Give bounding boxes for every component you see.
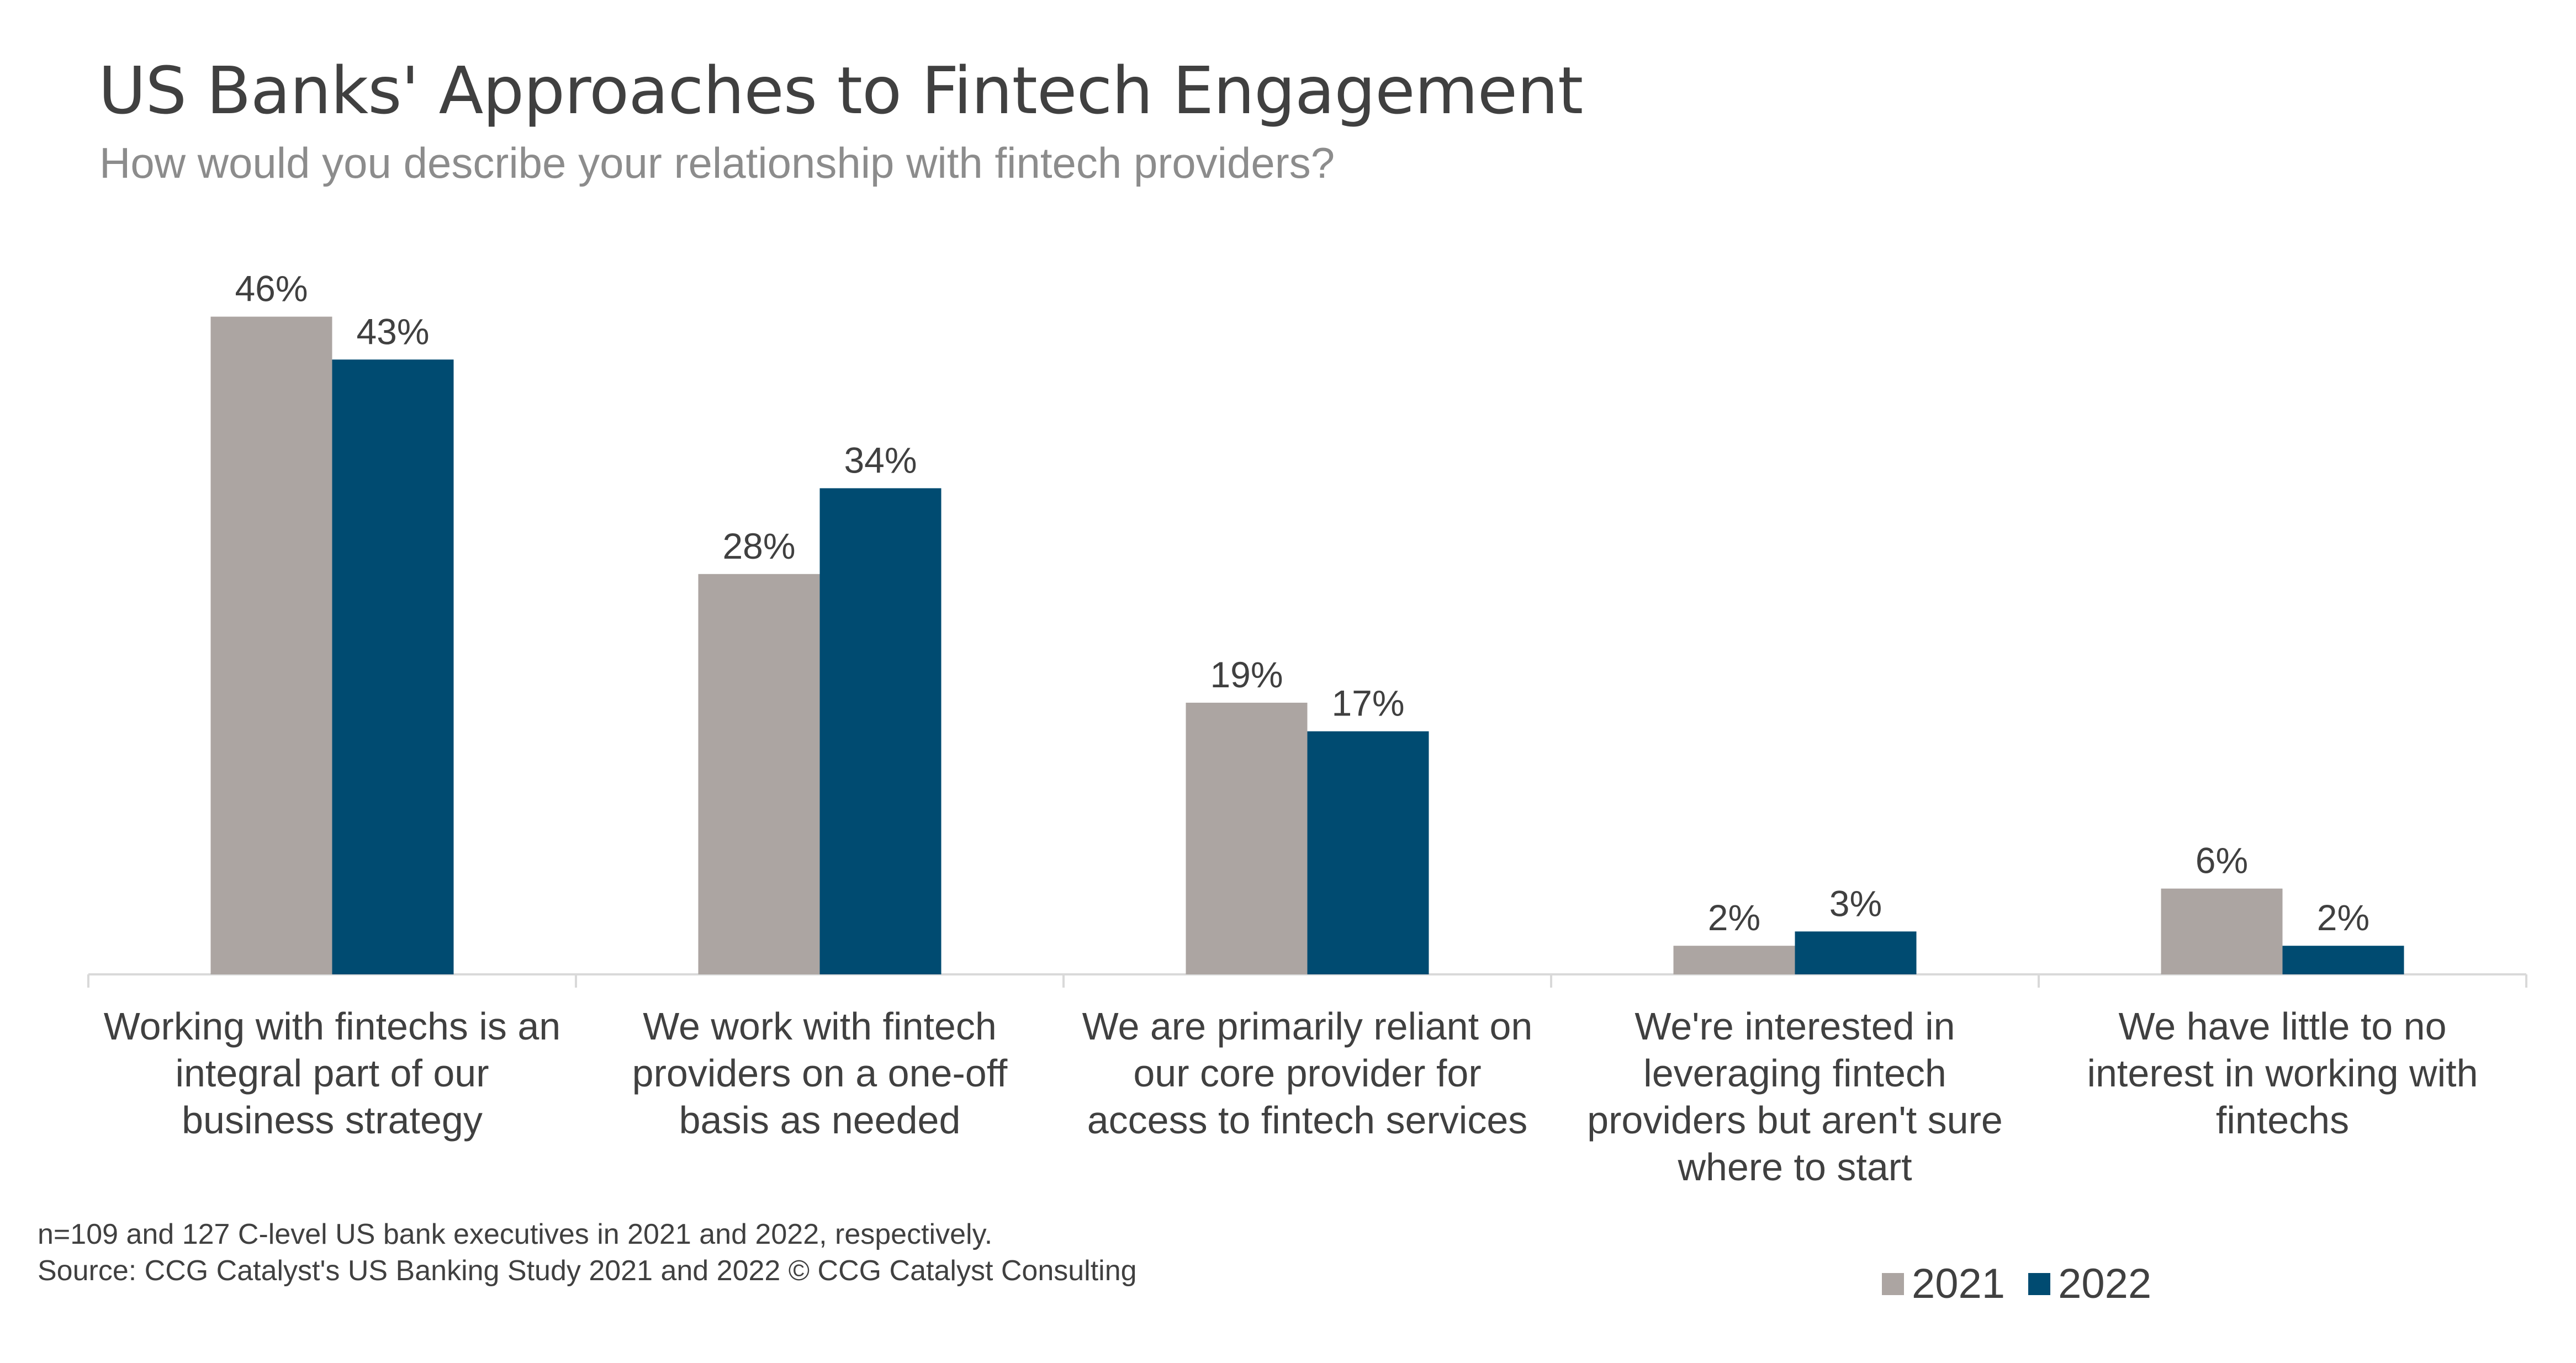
category-label-4: We're interested in leveraging fintech pro… xyxy=(1587,1005,2003,1189)
data-label-2021-2: 28% xyxy=(722,526,795,566)
legend-item-2021: 2021 xyxy=(1882,1260,2005,1308)
category-label-line: basis as needed xyxy=(679,1099,961,1142)
category-label-5: We have little to no interest in working … xyxy=(2087,1005,2478,1142)
bar-2021-4 xyxy=(1673,946,1795,974)
data-label-2021-1: 46% xyxy=(235,268,308,309)
bar-2022-2 xyxy=(819,488,941,974)
legend-label-2022: 2022 xyxy=(2058,1260,2152,1307)
bar-2021-2 xyxy=(698,574,820,974)
category-label-line: access to fintech services xyxy=(1087,1099,1528,1142)
legend-label-2021: 2021 xyxy=(1912,1260,2006,1307)
category-label-1: Working with fintechs is an integral part… xyxy=(104,1005,560,1142)
category-label-line: providers but aren't sure xyxy=(1587,1099,2003,1142)
category-label-line: fintechs xyxy=(2216,1099,2349,1142)
category-label-2: We work with fintech providers on a one-o… xyxy=(632,1005,1008,1142)
data-label-2021-5: 6% xyxy=(2196,840,2248,881)
category-label-line: providers on a one-off xyxy=(632,1052,1008,1095)
data-label-2021-3: 19% xyxy=(1210,654,1283,695)
bar-2022-4 xyxy=(1795,931,1917,974)
data-label-2022-3: 17% xyxy=(1331,683,1404,724)
source-footnote: Source: CCG Catalyst's US Banking Study … xyxy=(38,1255,1137,1287)
legend-item-2022: 2022 xyxy=(2028,1260,2151,1308)
legend-swatch-2022 xyxy=(2028,1272,2051,1295)
chart-title: US Banks' Approaches to Fintech Engageme… xyxy=(98,52,1583,129)
data-label-2022-4: 3% xyxy=(1829,883,1882,924)
bar-2021-5 xyxy=(2161,888,2283,974)
data-label-2021-4: 2% xyxy=(1708,897,1760,938)
category-label-line: interest in working with xyxy=(2087,1052,2478,1095)
sample-footnote: n=109 and 127 C-level US bank executives… xyxy=(38,1218,993,1250)
category-label-3: We are primarily reliant on our core prov… xyxy=(1082,1005,1533,1142)
legend-swatch-2021 xyxy=(1882,1272,1904,1295)
bar-2021-3 xyxy=(1186,702,1308,974)
chart-subtitle: How would you describe your relationship… xyxy=(99,139,1335,187)
bar-2022-3 xyxy=(1307,731,1429,974)
category-label-line: where to start xyxy=(1677,1145,1912,1189)
category-label-line: We are primarily reliant on xyxy=(1082,1005,1533,1048)
bar-2022-1 xyxy=(332,359,454,974)
data-label-2022-1: 43% xyxy=(356,311,429,352)
category-label-line: We have little to no xyxy=(2118,1005,2446,1048)
data-label-2022-2: 34% xyxy=(844,439,917,480)
category-label-line: We work with fintech xyxy=(643,1005,997,1048)
data-label-2022-5: 2% xyxy=(2317,897,2369,938)
chart-legend: 2021 2022 xyxy=(1882,1260,2175,1308)
category-label-line: integral part of our xyxy=(175,1052,489,1095)
bar-chart: 46% 43% Working with fintechs is an integra… xyxy=(87,268,2527,1189)
category-label-line: leveraging fintech xyxy=(1643,1052,1946,1095)
category-label-line: our core provider for xyxy=(1133,1052,1481,1095)
category-label-line: Working with fintechs is an xyxy=(104,1005,560,1048)
bar-2021-1 xyxy=(210,316,332,974)
category-label-line: We're interested in xyxy=(1635,1005,1955,1048)
category-label-line: business strategy xyxy=(182,1099,483,1142)
bar-2022-5 xyxy=(2282,946,2404,974)
